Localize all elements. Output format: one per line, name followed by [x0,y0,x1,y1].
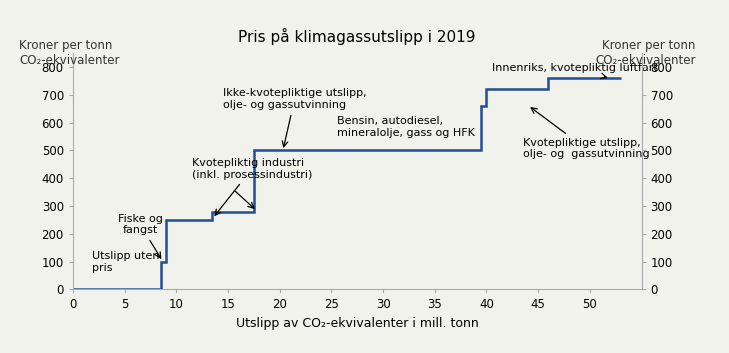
Text: Bensin, autodiesel,
mineralolje, gass og HFK: Bensin, autodiesel, mineralolje, gass og… [337,116,475,138]
Text: Fiske og
fangst: Fiske og fangst [117,214,163,258]
Text: Ikke-kvotepliktige utslipp,
olje- og gassutvinning: Ikke-kvotepliktige utslipp, olje- og gas… [223,88,367,147]
Text: Utslipp uten
pris: Utslipp uten pris [92,251,159,273]
Text: Kroner per tonn
CO₂-ekvivalenter: Kroner per tonn CO₂-ekvivalenter [595,39,695,67]
Text: Kvotepliktige utslipp,
olje- og  gassutvinning: Kvotepliktige utslipp, olje- og gassutvi… [523,108,650,160]
Text: Kroner per tonn
CO₂-ekvivalenter: Kroner per tonn CO₂-ekvivalenter [19,39,120,67]
Text: Kvotepliktig industri
(inkl. prosessindustri): Kvotepliktig industri (inkl. prosessindu… [192,158,312,215]
Text: Innenriks, kvotepliktig luftfart: Innenriks, kvotepliktig luftfart [491,63,658,79]
Title: Pris på klimagassutslipp i 2019: Pris på klimagassutslipp i 2019 [238,28,476,45]
X-axis label: Utslipp av CO₂-ekvivalenter i mill. tonn: Utslipp av CO₂-ekvivalenter i mill. tonn [236,317,478,330]
